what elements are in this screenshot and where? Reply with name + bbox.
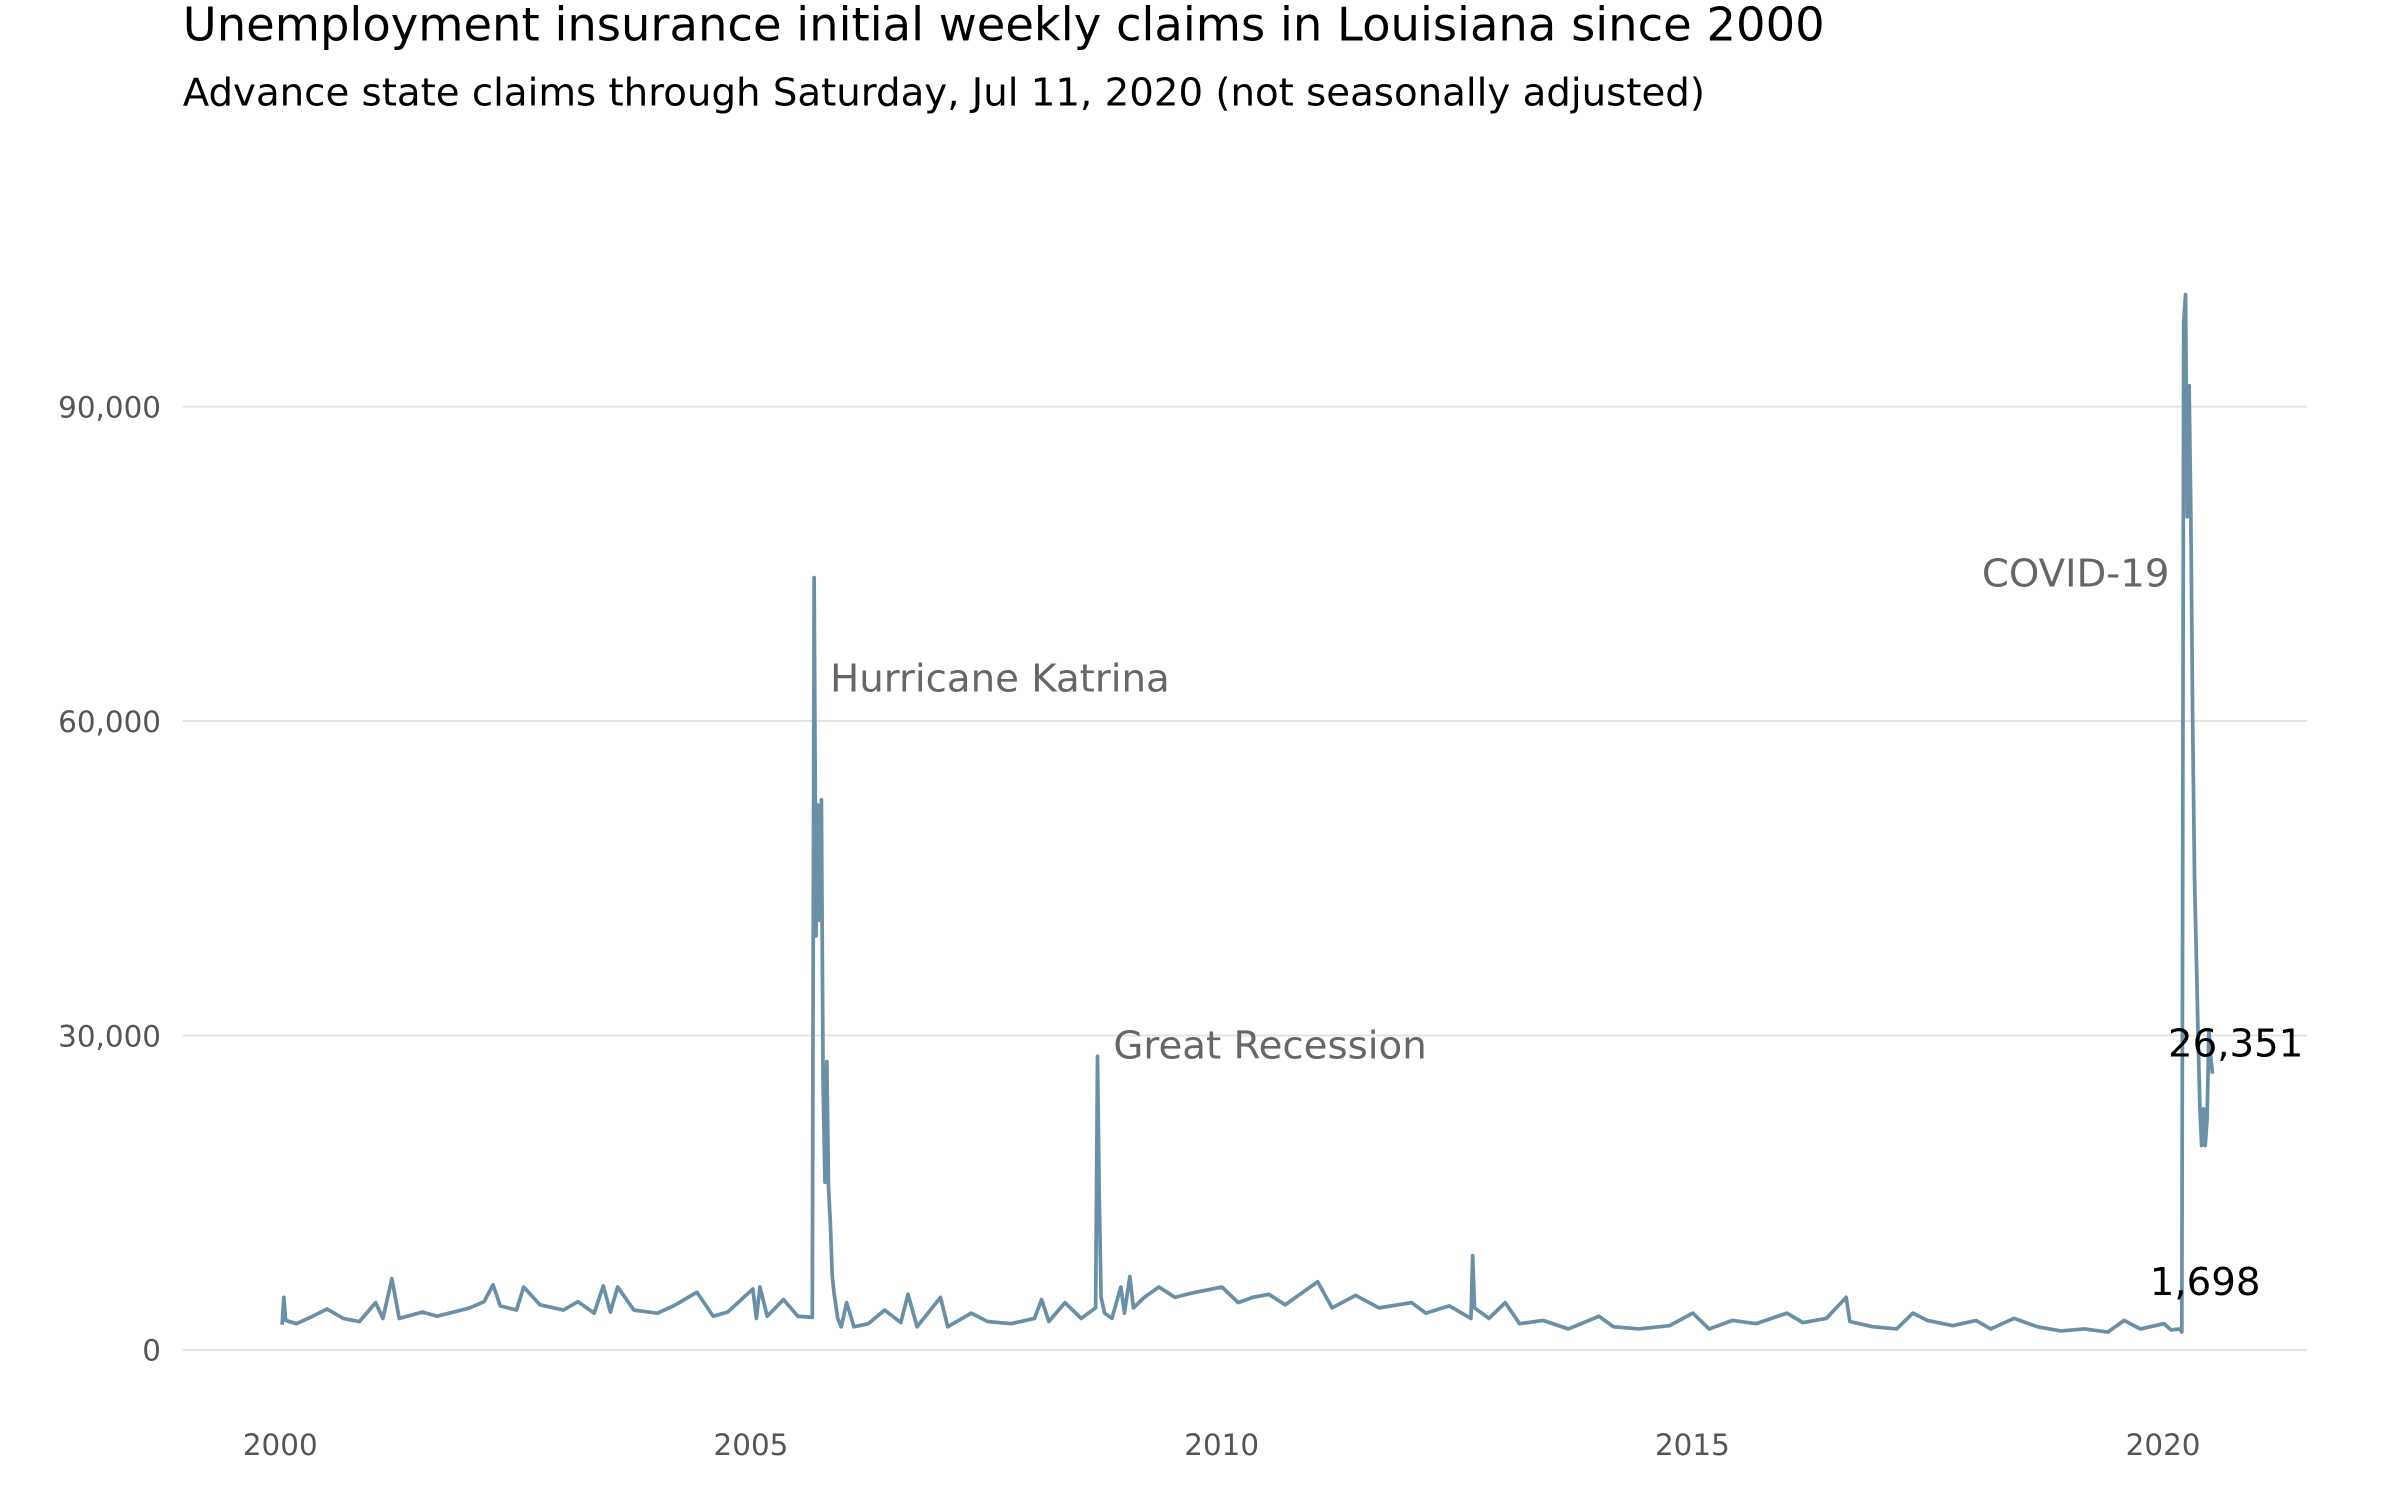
series-line: [280, 292, 2215, 1334]
x-tick-label: 2015: [1655, 1428, 1730, 1462]
value-label: 1,698: [2150, 1260, 2261, 1305]
x-tick-label: 2000: [243, 1428, 318, 1462]
gridlines: [182, 405, 2308, 1351]
y-tick-label: 0: [142, 1334, 161, 1368]
chart-title: Unemployment insurance initial weekly cl…: [183, 0, 1825, 51]
annotation-label: Great Recession: [1113, 1023, 1426, 1068]
value-label: 26,351: [2168, 1022, 2303, 1067]
x-tick-label: 2020: [2126, 1428, 2201, 1462]
y-axis: 0 30,000 60,000 90,000: [58, 390, 161, 1367]
x-tick-label: 2010: [1184, 1428, 1259, 1462]
x-tick-label: 2005: [714, 1428, 789, 1462]
annotation-label: Hurricane Katrina: [830, 657, 1170, 702]
chart-subtitle: Advance state claims through Saturday, J…: [183, 70, 1705, 115]
series-lines: [280, 292, 2215, 1334]
annotation-label: COVID-19: [1982, 552, 2170, 597]
annotations: Hurricane Katrina Great Recession COVID-19…: [830, 552, 2303, 1305]
y-tick-label: 60,000: [58, 705, 161, 739]
y-tick-label: 90,000: [58, 390, 161, 424]
x-axis: 2000 2005 2010 2015 2020: [243, 1428, 2201, 1462]
y-tick-label: 30,000: [58, 1019, 161, 1053]
